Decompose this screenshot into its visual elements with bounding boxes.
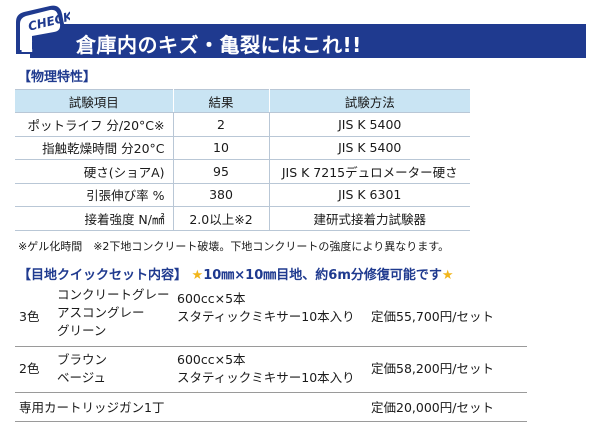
badge-number: 2 (20, 33, 34, 57)
cell-result: 380 (173, 183, 270, 207)
table-row: 接着強度 N/㎟ 2.0以上※2 建研式接着力試験器 (15, 206, 470, 231)
list-item: 2色 ブラウン ベージュ 600cc×5本 スタティックミキサー10本入り 定価… (15, 352, 527, 393)
set-spec: 600cc×5本 (177, 291, 246, 306)
cell-test-item: 接着強度 N/㎟ (15, 206, 174, 231)
check-badge-icon: CHECK 2 (16, 5, 70, 57)
cell-test-method: 建研式接着力試験器 (269, 206, 470, 231)
table-row: 硬さ(ショアA) 95 JIS K 7215デュロメーター硬さ (15, 159, 470, 184)
list-item: 専用カートリッジガン1丁 定価20,000円/セット (15, 398, 527, 422)
list-item: 3色 コンクリートグレー アスコングレー グリーン 600cc×5本 スタティッ… (15, 287, 527, 347)
quickset-heading: 【目地クイックセット内容】 ★10㎜×10㎜目地、約6m分修復可能です★ (18, 264, 454, 283)
set-price: 定価55,700円/セット (371, 309, 494, 324)
cell-result: 95 (173, 159, 270, 184)
banner-title: 倉庫内のキズ・亀裂にはこれ!! (76, 33, 362, 57)
cell-result: 2 (173, 112, 270, 137)
header-banner: CHECK 2 倉庫内のキズ・亀裂にはこれ!! (0, 0, 600, 58)
banner-bar (30, 24, 586, 58)
color-count: 3色 (19, 309, 40, 324)
gun-item: 専用カートリッジガン1丁 (19, 400, 165, 415)
cell-test-method: JIS K 7215デュロメーター硬さ (269, 159, 470, 184)
cell-test-item: 硬さ(ショアA) (15, 159, 174, 184)
cell-test-item: 指触乾燥時間 分20°C (15, 136, 174, 160)
star-icon: ★ (441, 268, 454, 283)
color-count: 2色 (19, 361, 40, 376)
cell-result: 10 (173, 136, 270, 160)
quickset-highlight: 10㎜×10㎜目地、約6m分修復可能です (203, 268, 442, 283)
properties-table: 試験項目 結果 試験方法 ポットライフ 分/20°C※ 2 JIS K 5400… (15, 89, 470, 231)
cell-result: 2.0以上※2 (173, 206, 270, 231)
table-header-row: 試験項目 結果 試験方法 (15, 89, 470, 113)
cell-test-method: JIS K 5400 (269, 136, 470, 160)
set-spec: スタティックミキサー10本入り (177, 370, 355, 385)
cell-test-method: JIS K 6301 (269, 183, 470, 207)
color-name: ブラウン (57, 352, 108, 367)
color-name: ベージュ (57, 370, 106, 385)
color-name: アスコングレー (57, 305, 145, 320)
cell-test-item: 引張伸び率 % (15, 183, 174, 207)
header-result: 結果 (173, 89, 270, 113)
header-test-method: 試験方法 (269, 89, 470, 113)
star-icon: ★ (191, 268, 204, 283)
footnote: ※ゲル化時間 ※2下地コンクリート破壊。下地コンクリートの強度により異なります。 (18, 240, 450, 253)
cell-test-item: ポットライフ 分/20°C※ (15, 112, 174, 137)
cell-test-method: JIS K 5400 (269, 112, 470, 137)
quickset-heading-label: 【目地クイックセット内容】 (18, 268, 188, 283)
header-test-item: 試験項目 (15, 89, 174, 113)
properties-heading: 【物理特性】 (18, 70, 97, 85)
set-price: 定価58,200円/セット (371, 361, 494, 376)
gun-price: 定価20,000円/セット (371, 400, 494, 415)
table-row: 引張伸び率 % 380 JIS K 6301 (15, 183, 470, 207)
color-name: コンクリートグレー (57, 287, 170, 302)
color-name: グリーン (57, 323, 107, 338)
table-row: ポットライフ 分/20°C※ 2 JIS K 5400 (15, 112, 470, 137)
set-spec: 600cc×5本 (177, 352, 246, 367)
table-row: 指触乾燥時間 分20°C 10 JIS K 5400 (15, 136, 470, 160)
set-spec: スタティックミキサー10本入り (177, 309, 355, 324)
